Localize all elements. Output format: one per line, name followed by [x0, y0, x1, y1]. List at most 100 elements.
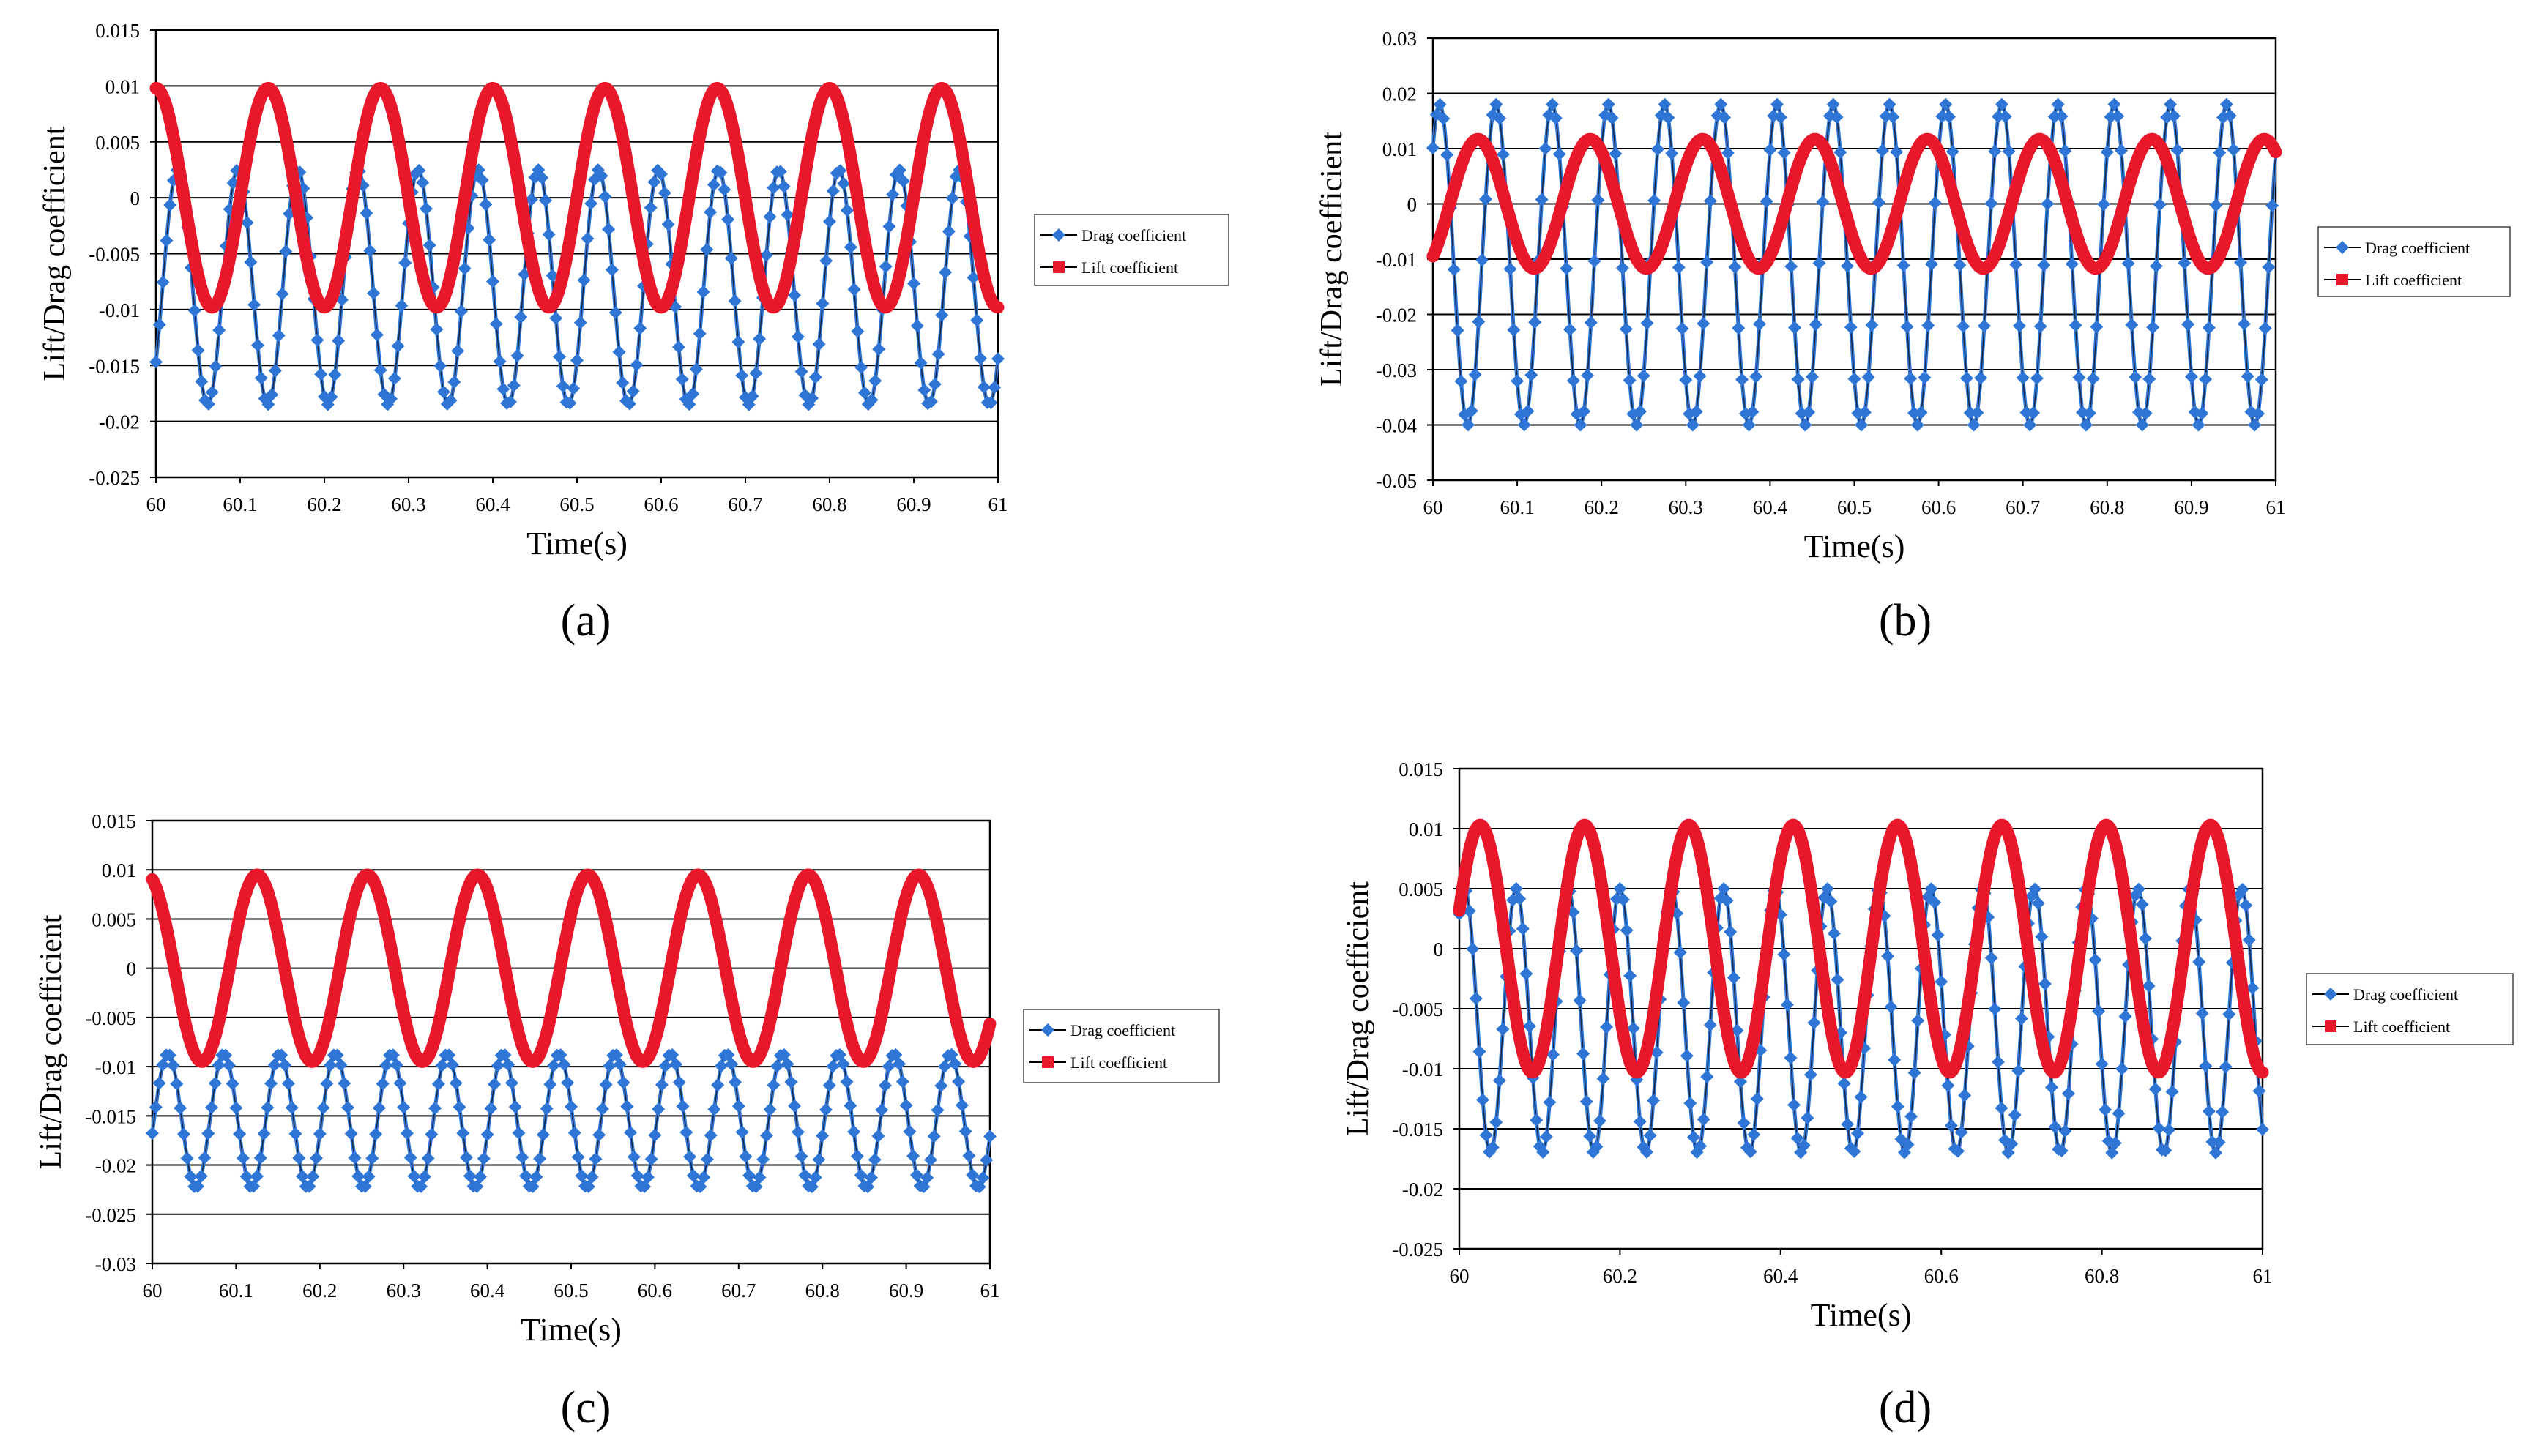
- data-point-drag: [1596, 1072, 1610, 1086]
- data-point-drag: [2152, 1121, 2166, 1135]
- x-axis-label: Time(s): [526, 526, 628, 561]
- data-point-drag: [2162, 1123, 2176, 1137]
- data-point-drag: [620, 1100, 634, 1113]
- data-point-drag: [2038, 977, 2052, 990]
- y-tick-label: -0.01: [1376, 249, 1417, 271]
- data-point-drag: [822, 1078, 836, 1092]
- legend-label: Drag coefficient: [2353, 985, 2458, 1004]
- data-point-drag: [1872, 195, 1886, 209]
- x-tick-label: 60.8: [812, 493, 846, 515]
- series-line-lift: [1426, 132, 2282, 275]
- data-point-drag: [507, 378, 521, 392]
- panel-caption: (c): [561, 1383, 611, 1433]
- data-point-drag: [742, 1168, 756, 1182]
- data-point-drag: [201, 397, 215, 411]
- data-point-drag: [2153, 198, 2167, 212]
- data-point-drag: [1703, 194, 1717, 208]
- data-point-drag: [868, 1153, 882, 1167]
- data-point-drag: [253, 1151, 267, 1165]
- data-point-drag: [1928, 196, 1942, 210]
- data-point-drag: [2048, 1120, 2062, 1134]
- data-point-drag: [480, 1127, 494, 1141]
- data-point-drag: [879, 260, 893, 274]
- data-point-drag: [1576, 1047, 1590, 1061]
- data-point-drag: [1633, 1115, 1647, 1129]
- data-point-drag: [1907, 1066, 1921, 1080]
- data-point-drag: [833, 164, 847, 178]
- data-point-drag: [565, 1100, 578, 1113]
- data-point-drag: [958, 1124, 972, 1138]
- data-point-drag: [854, 360, 868, 374]
- data-point-drag: [2202, 321, 2216, 335]
- data-point-drag: [310, 1151, 324, 1165]
- data-point-drag: [2170, 143, 2184, 157]
- data-point-drag: [2252, 1084, 2266, 1098]
- data-point-drag: [2012, 319, 2026, 333]
- data-point-drag: [1798, 418, 1812, 432]
- data-point-drag: [984, 396, 998, 410]
- legend-marker-diamond: [1041, 1023, 1054, 1037]
- data-point-drag: [1746, 405, 1760, 419]
- data-point-drag: [935, 308, 949, 322]
- y-tick-label: -0.005: [1392, 998, 1443, 1020]
- data-point-drag: [1454, 374, 1468, 388]
- data-point-drag: [515, 1150, 529, 1164]
- data-point-drag: [2159, 1143, 2172, 1157]
- data-point-drag: [595, 1102, 609, 1116]
- x-tick-label: 60.1: [1500, 496, 1534, 518]
- data-point-drag: [2265, 198, 2279, 212]
- data-point-drag: [444, 394, 458, 408]
- data-point-drag: [1581, 368, 1595, 382]
- data-point-drag: [344, 1127, 358, 1140]
- data-point-drag: [1552, 147, 1566, 161]
- data-point-drag: [330, 1048, 344, 1062]
- y-tick-label: 0.01: [1409, 818, 1443, 840]
- data-point-drag: [857, 386, 871, 400]
- data-point-drag: [2202, 1105, 2216, 1119]
- data-point-drag: [1697, 317, 1710, 331]
- data-point-drag: [661, 217, 675, 231]
- x-tick-label: 61: [2253, 1265, 2273, 1287]
- data-point-drag: [421, 1151, 435, 1165]
- data-point-drag: [1773, 111, 1787, 124]
- data-point-drag: [1475, 1093, 1489, 1107]
- data-point-drag: [1770, 97, 1784, 111]
- data-point-drag: [2086, 372, 2100, 386]
- data-point-drag: [1807, 1016, 1821, 1030]
- data-point-drag: [1750, 1092, 1764, 1106]
- y-tick-label: 0.03: [1382, 28, 1417, 50]
- y-axis-label: Lift/Drag coefficient: [1341, 881, 1375, 1136]
- y-tick-label: -0.005: [85, 1007, 136, 1029]
- data-point-drag: [879, 1078, 892, 1092]
- data-point-drag: [1658, 97, 1672, 111]
- x-tick-labels: 60 60.1 60.2 60.3 60.4 60.5 60.6 60.7 60.8 60.9 61: [143, 1263, 1000, 1302]
- data-point-drag: [1865, 318, 1879, 332]
- x-tick-label: 60.4: [470, 1280, 505, 1302]
- data-point-drag: [400, 1127, 414, 1140]
- x-tick-label: 60.5: [559, 493, 594, 515]
- data-point-drag: [798, 1168, 812, 1182]
- data-point-drag: [1591, 193, 1605, 207]
- data-point-drag: [398, 255, 412, 269]
- data-point-drag: [2008, 1108, 2022, 1122]
- data-point-drag: [1896, 258, 1910, 272]
- y-tick-label: -0.015: [1392, 1119, 1443, 1140]
- data-point-drag: [1747, 1127, 1761, 1141]
- data-point-drag: [781, 208, 794, 222]
- y-tick-label: 0.015: [1399, 758, 1443, 780]
- data-point-drag: [1440, 148, 1454, 162]
- y-tick-label: -0.01: [1402, 1059, 1443, 1080]
- data-point-drag: [1801, 1111, 1814, 1125]
- data-point-drag: [310, 333, 324, 347]
- data-point-drag: [630, 1169, 644, 1183]
- x-tick-labels: 60 60.1 60.2 60.3 60.4 60.5 60.6 60.7 60.8 60.9 61: [146, 477, 1008, 515]
- data-point-drag: [195, 375, 209, 389]
- data-point-drag: [851, 324, 865, 338]
- data-point-drag: [945, 191, 959, 205]
- y-tick-label: 0.005: [92, 908, 136, 930]
- data-point-drag: [2254, 373, 2268, 387]
- data-point-drag: [756, 1152, 770, 1166]
- data-point-drag: [1995, 97, 2008, 111]
- data-point-drag: [2058, 144, 2072, 158]
- data-point-drag: [1647, 193, 1661, 207]
